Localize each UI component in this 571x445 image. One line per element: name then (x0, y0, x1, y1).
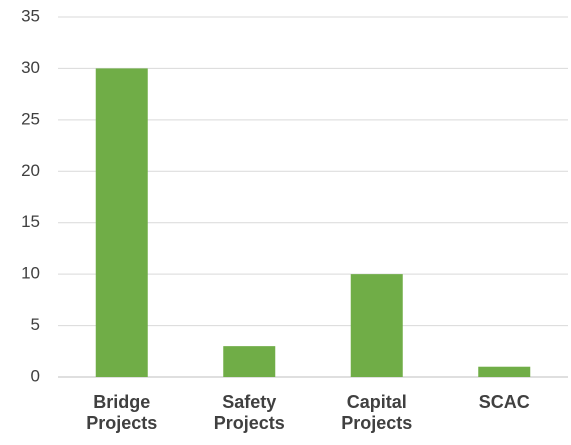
y-tick-label: 25 (21, 109, 40, 128)
x-tick-label: Bridge Projects (86, 392, 158, 433)
bar (478, 366, 531, 377)
y-tick-label: 15 (21, 212, 40, 231)
y-tick-label: 10 (21, 264, 40, 283)
x-tick-label: Safety Projects (213, 392, 285, 433)
x-tick-label: Capital Projects (341, 392, 413, 433)
bar (95, 68, 148, 377)
bar (223, 346, 276, 377)
y-tick-label: 0 (31, 366, 40, 385)
y-tick-label: 30 (21, 58, 40, 77)
bar (350, 274, 403, 377)
y-tick-label: 35 (21, 6, 40, 25)
x-tick-label: SCAC (478, 392, 530, 412)
y-tick-label: 20 (21, 161, 40, 180)
y-tick-label: 5 (31, 315, 40, 334)
